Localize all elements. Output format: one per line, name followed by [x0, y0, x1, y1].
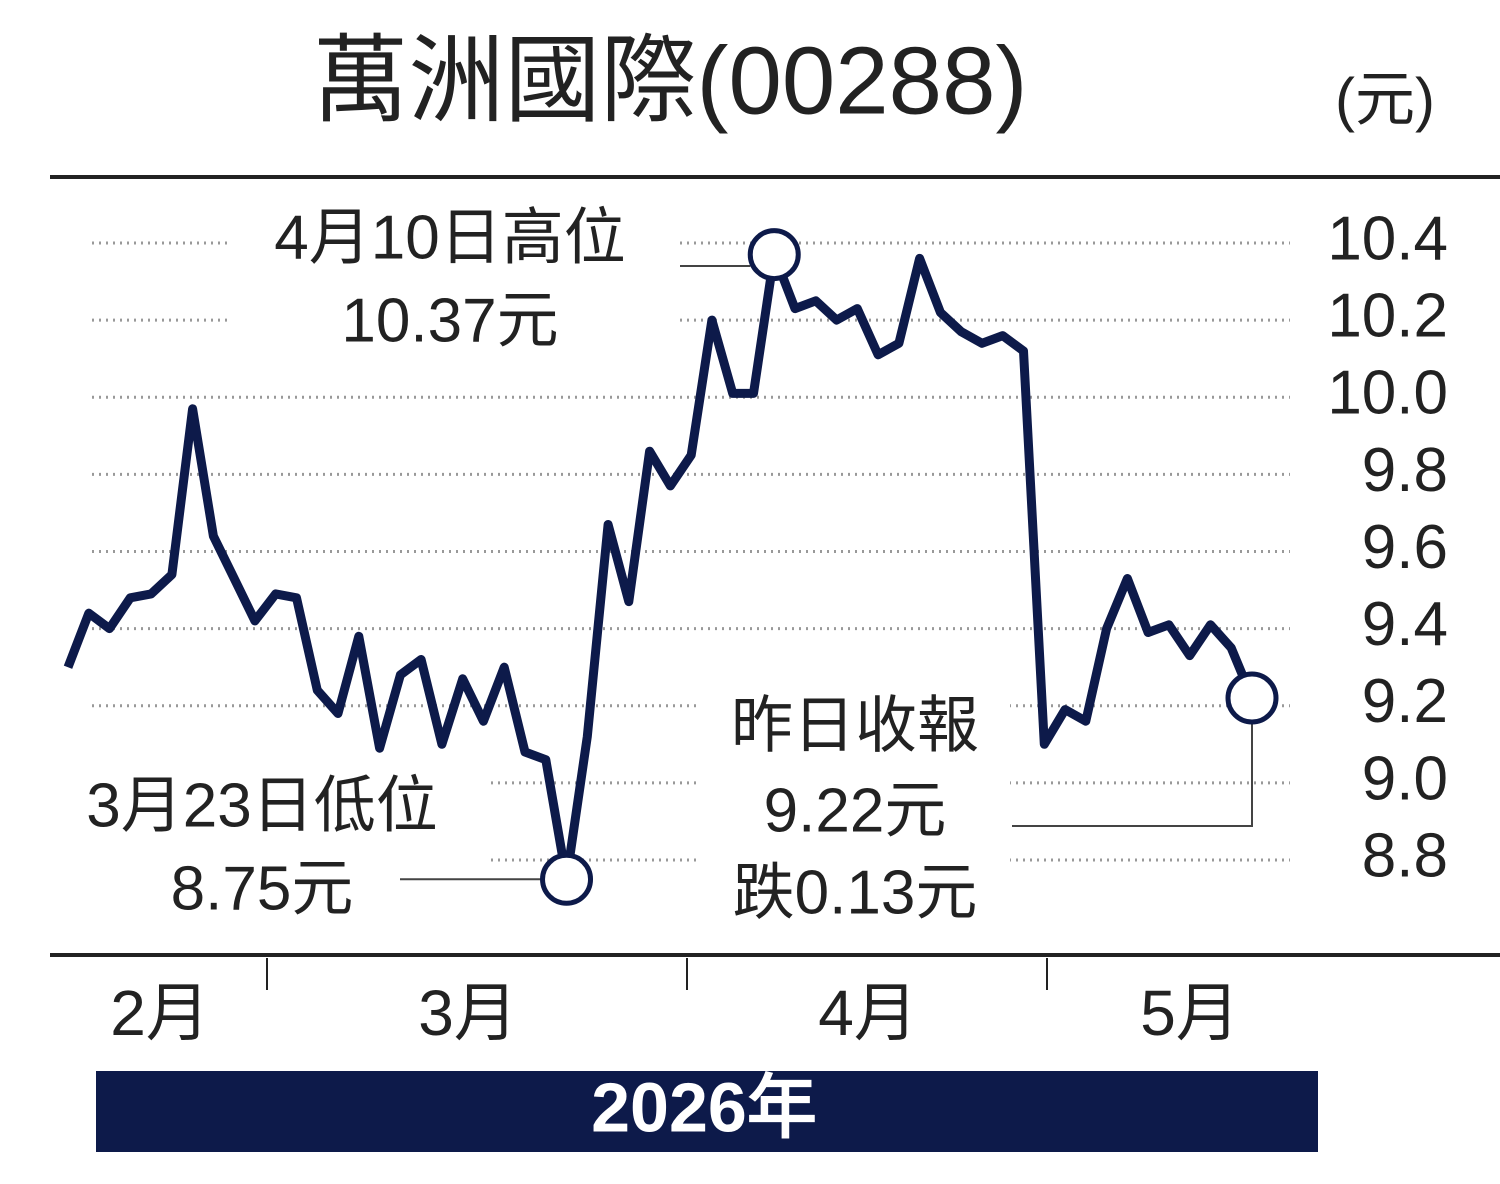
x-tick-label: 2月: [110, 977, 210, 1049]
x-axis-label: 2026年: [591, 1068, 817, 1146]
y-tick-label: 9.0: [1362, 744, 1448, 813]
plot: 10.4 10.2 10.0 9.8 9.6 9.4 9.2 9.0 8.8 2月 3月 4月 5月 3月…: [63, 203, 1448, 1049]
annotation: 4月10日高位: [274, 203, 625, 272]
y-tick-label: 9.2: [1362, 667, 1448, 736]
price-line: [63, 250, 1257, 884]
chart-title: 萬洲國際(00288): [313, 27, 1028, 134]
data-label: 8.75元: [171, 854, 354, 923]
point-marker: [1225, 671, 1279, 725]
annotation: 3月23日低位: [86, 771, 437, 840]
y-tick-label: 9.8: [1362, 436, 1448, 505]
point-marker: [540, 852, 594, 906]
data-label: 9.22元: [764, 776, 947, 845]
annotation: 跌0.13元: [733, 858, 978, 927]
data-label: 10.37元: [341, 286, 558, 355]
x-tick-label: 3月: [418, 977, 518, 1049]
y-tick-label: 10.2: [1327, 282, 1448, 351]
y-tick-label: 10.0: [1327, 359, 1448, 428]
label-mask: [700, 690, 1010, 930]
y-tick-label: 8.8: [1362, 821, 1448, 890]
label-mask: [230, 200, 675, 360]
y-tick-label: 10.4: [1327, 204, 1448, 273]
label-mask: [40, 770, 490, 930]
year-band: [96, 1071, 1318, 1152]
x-tick-label: 5月: [1140, 977, 1240, 1049]
point-marker: [747, 228, 801, 282]
y-tick-label: 9.6: [1362, 513, 1448, 582]
grid: [40, 200, 1290, 930]
x-tick-label: 4月: [818, 977, 918, 1049]
annotation: 昨日收報: [731, 691, 979, 760]
y-tick-label: 9.4: [1362, 590, 1448, 659]
unit-label: (元): [1335, 66, 1435, 133]
leader: [1012, 722, 1253, 827]
